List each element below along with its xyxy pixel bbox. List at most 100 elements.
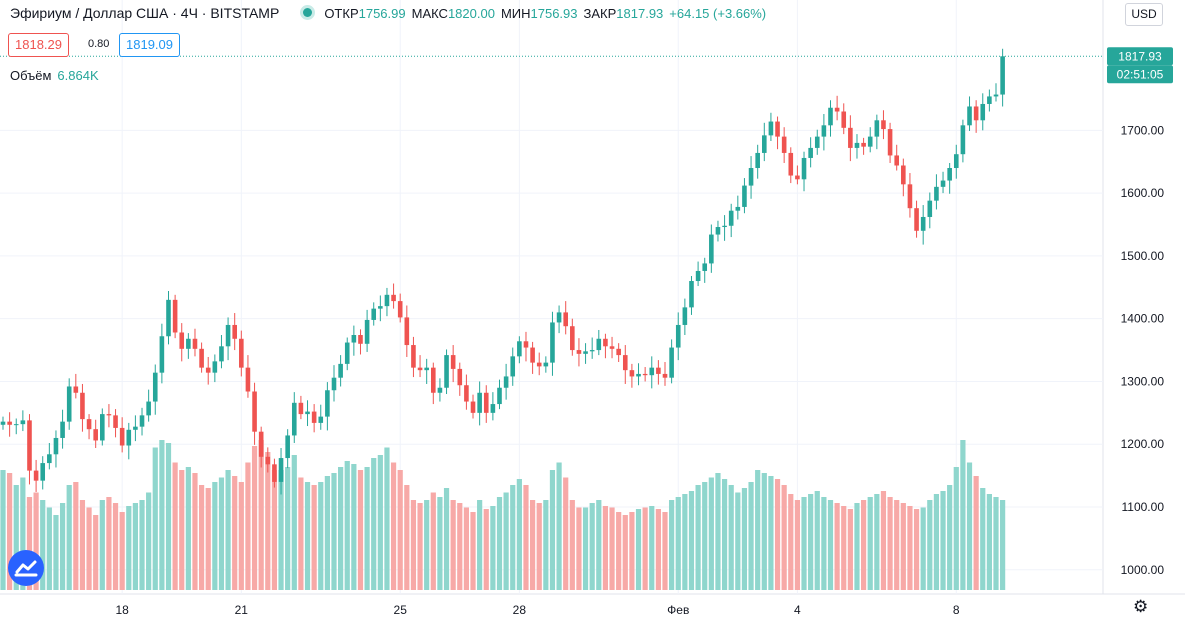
candle-body [13,424,19,426]
currency-button[interactable]: USD [1125,3,1163,26]
candle-body [159,336,165,373]
volume-bar [218,477,225,590]
candle-body [477,392,482,413]
candle-body [914,208,919,231]
volume-bar [351,464,357,590]
volume-bar [675,497,681,590]
countdown-tag [1107,65,1173,84]
x-tick-label: 25 [394,603,408,617]
last-price-tag [1107,47,1173,66]
candle-body [940,180,946,187]
candle-body [60,421,65,438]
candle-body [709,234,714,264]
candle-body [682,307,688,325]
candle-body [775,121,780,137]
candle-body [517,341,522,357]
volume-bar [755,470,761,590]
candle-body [126,429,132,446]
volume-bar [655,509,661,590]
volume-bar [185,467,191,590]
volume-bar [973,476,979,590]
volume-bar [556,462,562,590]
candle-body [742,185,747,207]
candle-body [40,463,46,481]
volume-bar [880,491,887,590]
gear-icon[interactable]: ⚙ [1133,597,1149,616]
volume-bar [53,515,59,590]
volume-bar [947,485,953,590]
candle-body [331,377,337,391]
volume-bar [33,492,39,590]
volume-bar [20,477,26,590]
volume-bar [841,506,847,590]
volume-bar [324,476,330,590]
volume-bar [861,500,867,590]
volume-bar [265,452,271,590]
candle-body [497,387,502,405]
volume-bar [73,482,79,590]
tradingview-logo-icon[interactable] [8,550,44,586]
volume-bar [688,491,695,590]
volume-bar [622,515,628,590]
volume-bar [483,509,489,590]
volume-bar [503,492,509,590]
volume-bar [642,507,648,590]
candle-body [993,94,999,97]
volume-bar [741,488,748,590]
volume-bar [867,497,873,590]
candle-body [305,411,310,415]
volume-bar [93,515,99,590]
sell-price-button[interactable]: 1818.29 [8,33,69,57]
candle-body [662,373,668,378]
symbol-title[interactable]: Эфириум / Доллар США · 4Ч · BITSTAMP [10,5,280,21]
volume-bar [794,500,800,590]
candle-body [795,175,800,180]
candle-body [609,346,615,349]
volume-bar [470,512,476,590]
candle-body [113,415,118,428]
volume-bar [635,509,642,590]
volume-bar [152,447,158,590]
volume-bar [682,494,688,590]
candle-body [146,401,151,416]
candle-body [556,312,562,323]
volume-bar [602,506,609,590]
volume-bar [278,470,284,590]
buy-price-button[interactable]: 1819.09 [119,33,180,57]
candle-body [0,421,6,425]
candle-body [318,416,324,423]
candle-body [801,157,807,180]
candle-body [133,426,138,430]
volume-bar [477,500,483,590]
volume-bar [801,497,807,590]
volume-bar [933,494,940,590]
candle-body [325,390,330,417]
candle-body [543,362,549,367]
volume-bar [99,500,105,590]
candle-body [212,361,218,373]
candle-body [953,154,959,169]
candle-body [119,427,125,446]
volume-bar [980,488,986,590]
volume-bar [774,479,781,590]
candle-body [464,385,469,402]
volume-bar [609,507,615,590]
open-value: 1756.99 [358,6,406,21]
candle-body [828,107,833,126]
volume-bar [986,494,992,590]
volume-bar [582,507,589,590]
volume-bar [781,485,787,590]
candle-body [239,338,244,368]
candle-body [848,127,853,148]
volume-bar [59,503,66,590]
volume-bar [344,461,350,590]
candle-body [960,125,966,155]
volume-bar [251,446,258,590]
candle-body [417,367,423,371]
x-tick-label: Фев [667,603,689,617]
price-axis[interactable] [1103,0,1185,624]
volume-bar [417,503,423,590]
volume-bar [205,488,211,590]
volume-bar [311,485,317,590]
